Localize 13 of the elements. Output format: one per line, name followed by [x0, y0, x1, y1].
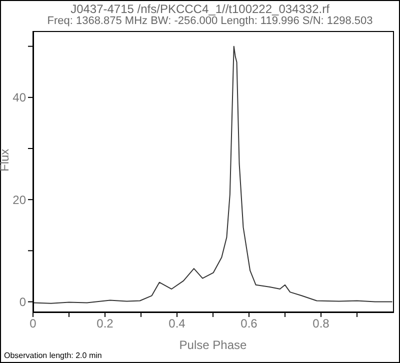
chart-subtitle: Freq: 1368.875 MHz BW: -256.000 Length: 119.996 S/N: 1298.503: [46, 15, 374, 27]
y-tick-label: 0: [19, 295, 26, 310]
x-tick-label: 0: [30, 316, 37, 331]
y-tick-label: 40: [12, 90, 26, 105]
text: Observation length: 2.0 min: [4, 351, 102, 360]
y-tick-label: 20: [12, 192, 26, 207]
x-axis-title: Pulse Phase: [179, 338, 248, 352]
x-tick-label: 0.8: [312, 316, 330, 331]
x-tick-label: 0.4: [168, 316, 186, 331]
x-tick-label: 0.2: [96, 316, 114, 331]
x-tick-label: 0.6: [240, 316, 258, 331]
chart-title: J0437-4715 /nfs/PKCCC4_1//t100222_034332.rf: [70, 2, 330, 16]
y-axis-title: Flux: [0, 148, 12, 172]
